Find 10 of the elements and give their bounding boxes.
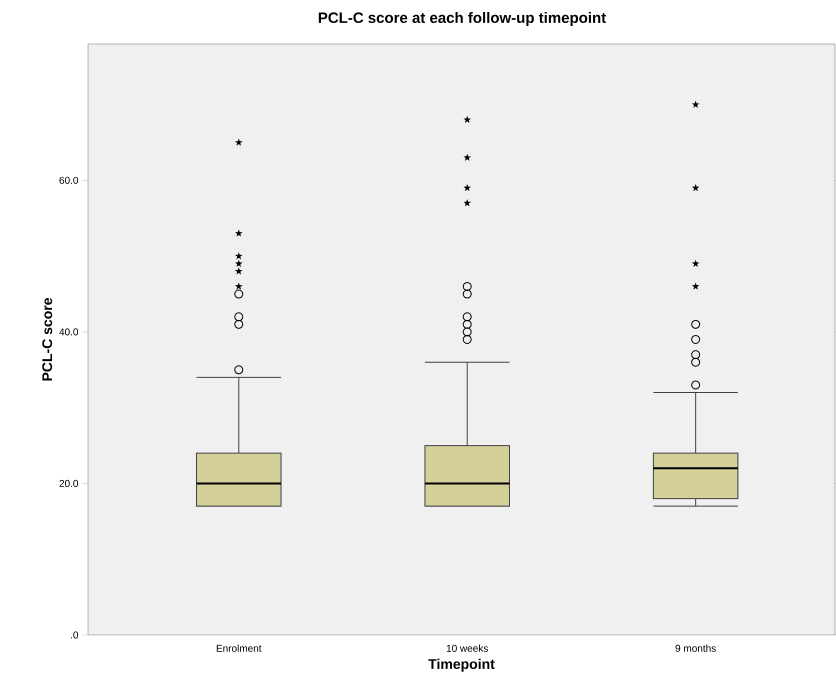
- x-axis-title: Timepoint: [428, 658, 495, 672]
- y-tick-label: 40.0: [59, 328, 78, 336]
- y-tick-label: 20.0: [60, 480, 78, 487]
- x-tick-label: Enrolment: [216, 644, 262, 652]
- x-tick-label: 10 weeks: [446, 644, 488, 652]
- y-tick-label: 60.0: [60, 176, 78, 184]
- y-tick-label: .0: [71, 631, 78, 639]
- chart-title: PCL-C score at each follow-up timepoint: [318, 12, 606, 26]
- x-tick-label: 9 months: [676, 644, 716, 652]
- y-axis-title: PCL-C score: [42, 298, 52, 381]
